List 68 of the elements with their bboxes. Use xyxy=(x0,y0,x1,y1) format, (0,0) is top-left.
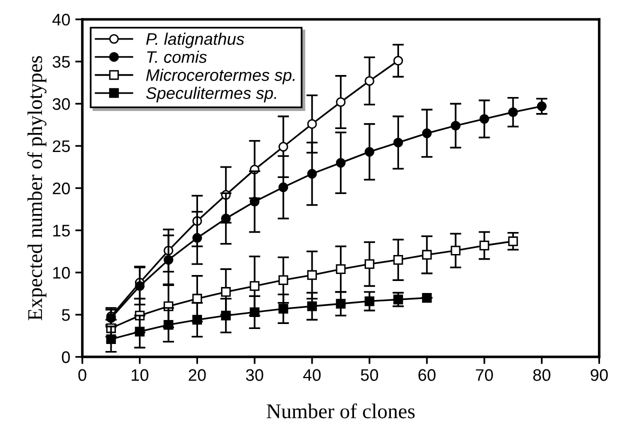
point xyxy=(278,182,288,192)
point xyxy=(422,250,432,260)
point xyxy=(508,236,518,246)
point xyxy=(393,254,404,265)
point xyxy=(364,76,374,86)
x-tick-label: 40 xyxy=(303,369,321,381)
legend-label: T. comis xyxy=(147,50,207,63)
point xyxy=(307,119,317,129)
point xyxy=(479,114,490,124)
x-tick-label: 60 xyxy=(418,369,436,381)
point xyxy=(336,97,346,107)
point xyxy=(106,334,116,344)
point xyxy=(450,120,460,131)
point xyxy=(134,326,145,336)
y-tick-label: 0 xyxy=(62,351,70,364)
x-axis-title: Number of clones xyxy=(266,403,415,418)
y-tick-label: 10 xyxy=(53,266,70,279)
point xyxy=(134,281,145,291)
y-axis-title: Expected number of phylotypes xyxy=(27,56,46,320)
y-tick-label: 5 xyxy=(62,309,70,321)
legend-label: Speculitermes sp. xyxy=(146,86,276,102)
point xyxy=(393,138,404,148)
point xyxy=(164,254,174,265)
point xyxy=(307,168,317,179)
point xyxy=(192,314,202,325)
point xyxy=(364,146,374,157)
y-tick-label: 30 xyxy=(52,98,70,110)
point xyxy=(250,281,260,291)
y-tick-label: 25 xyxy=(52,140,70,152)
y-tick-label: 15 xyxy=(53,224,70,237)
x-tick-label: 10 xyxy=(132,369,148,381)
point xyxy=(221,310,231,320)
legend-label: P. latignathus xyxy=(146,32,244,48)
x-tick-label: 70 xyxy=(476,369,493,381)
point xyxy=(364,259,374,269)
point xyxy=(422,128,432,138)
x-tick-label: 20 xyxy=(188,369,206,381)
y-tick-label: 20 xyxy=(52,182,70,194)
point xyxy=(307,270,317,280)
point xyxy=(393,56,404,66)
point xyxy=(393,294,404,304)
x-tick-label: 90 xyxy=(590,369,608,381)
x-tick-label: 80 xyxy=(533,369,550,381)
point xyxy=(250,196,260,206)
point xyxy=(192,233,202,243)
y-tick-label: 35 xyxy=(52,56,70,68)
point xyxy=(307,301,317,312)
point xyxy=(336,264,346,274)
point xyxy=(536,101,547,112)
point xyxy=(278,142,288,152)
point xyxy=(364,296,374,306)
point xyxy=(508,107,518,118)
y-tick-label: 40 xyxy=(52,14,70,26)
point xyxy=(250,307,260,318)
legend-label: Microcerotermes sp. xyxy=(146,68,295,84)
point xyxy=(422,292,432,303)
x-tick-label: 0 xyxy=(78,369,86,381)
point xyxy=(336,298,346,309)
point xyxy=(479,240,490,250)
x-tick-label: 50 xyxy=(360,369,378,381)
x-tick-label: 30 xyxy=(246,369,264,381)
point xyxy=(278,304,288,314)
point xyxy=(336,158,346,168)
point xyxy=(164,320,174,330)
point xyxy=(278,275,288,285)
point xyxy=(221,214,231,224)
point xyxy=(221,287,231,297)
point xyxy=(450,246,460,256)
